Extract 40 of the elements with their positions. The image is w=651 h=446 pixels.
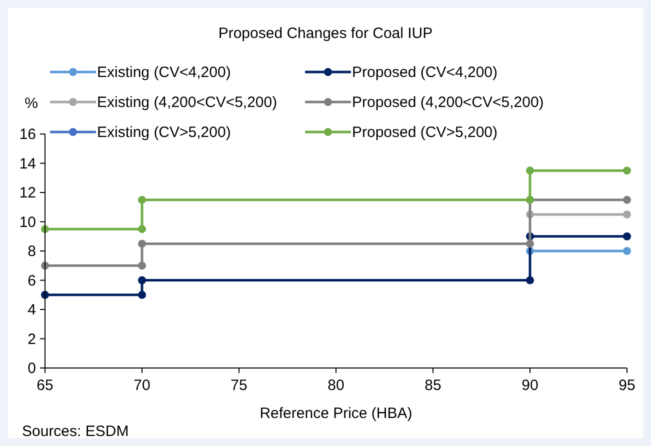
legend-label: Proposed (4,200<CV<5,200): [352, 94, 544, 111]
legend-label: Proposed (CV<4,200): [352, 64, 498, 81]
point: [138, 225, 146, 234]
point: [138, 262, 146, 270]
point: [138, 196, 146, 204]
x-axis-title: Reference Price (HBA): [260, 405, 412, 422]
point: [138, 276, 146, 284]
legend-label: Proposed (CV>5,200): [352, 124, 498, 141]
point: [138, 290, 146, 299]
x-tick-label: 80: [328, 377, 344, 394]
chart-title: Proposed Changes for Coal IUP: [218, 25, 433, 42]
y-tick-label: 14: [19, 155, 36, 172]
legend-label: Existing (4,200<CV<5,200): [97, 94, 278, 111]
x-tick-label: 75: [230, 377, 248, 394]
y-tick-label: 6: [28, 272, 36, 290]
x-tick-label: 85: [424, 377, 442, 394]
legend-label: Existing (CV<4,200): [97, 64, 231, 81]
legend-label: Existing (CV>5,200): [97, 124, 231, 141]
point: [623, 166, 631, 175]
point: [138, 240, 146, 248]
y-tick-label: 2: [28, 330, 36, 348]
y-tick-label: 10: [19, 214, 36, 231]
source-note: Sources: ESDM: [22, 423, 129, 440]
x-tick-label: 95: [618, 377, 636, 394]
y-tick-label: 0: [28, 360, 36, 377]
y-axis-title: %: [24, 95, 38, 112]
x-tick-label: 90: [522, 377, 538, 394]
point: [623, 196, 631, 204]
point: [623, 210, 631, 218]
point: [526, 240, 534, 248]
y-tick-label: 4: [28, 302, 36, 318]
y-tick-label: 12: [19, 184, 36, 202]
x-tick-label: 70: [134, 377, 150, 394]
point: [623, 232, 631, 240]
x-tick-label: 65: [36, 377, 54, 394]
y-tick-label: 8: [28, 243, 36, 260]
y-tick-label: 16: [19, 126, 36, 143]
point: [526, 166, 534, 175]
point: [623, 247, 631, 255]
point: [526, 276, 534, 284]
